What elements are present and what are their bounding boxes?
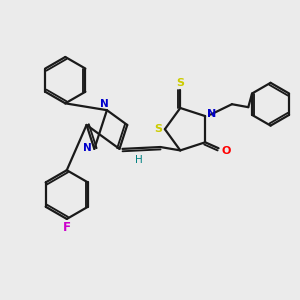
Text: F: F (63, 221, 71, 234)
Text: S: S (154, 124, 162, 134)
Text: N: N (83, 143, 92, 153)
Text: S: S (176, 78, 184, 88)
Text: O: O (221, 146, 231, 156)
Text: N: N (100, 99, 108, 109)
Text: H: H (135, 155, 142, 165)
Text: N: N (207, 109, 216, 119)
